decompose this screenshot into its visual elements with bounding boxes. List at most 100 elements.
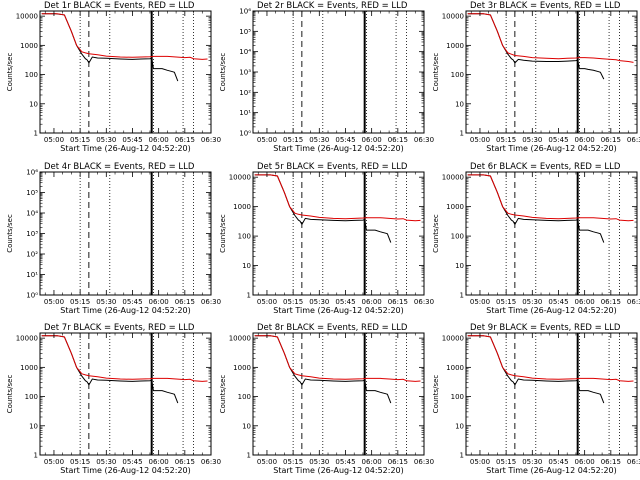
x-tick-label: 06:15 [175, 136, 195, 144]
x-tick-label: 06:00 [362, 458, 382, 466]
x-tick-label: 06:00 [149, 458, 169, 466]
x-tick-label: 05:00 [470, 136, 490, 144]
x-tick-label: 05:15 [496, 458, 516, 466]
y-tick-label: 10 [242, 422, 251, 430]
x-tick-label: 06:00 [575, 458, 595, 466]
y-tick-label: 10000 [442, 13, 464, 21]
red-series-line [467, 174, 634, 222]
panel-title: Det 8r BLACK = Events, RED = LLD [257, 323, 408, 333]
red-series-line [41, 13, 208, 60]
y-tick-label: 10² [239, 89, 251, 97]
plot-area [292, 11, 407, 133]
x-tick-label: 06:15 [388, 136, 408, 144]
x-tick-label: 05:00 [44, 458, 64, 466]
x-tick-label: 05:30 [309, 136, 329, 144]
x-tick-label: 06:30 [414, 298, 434, 306]
x-tick-label: 06:30 [627, 136, 640, 144]
x-tick-label: 05:00 [257, 458, 277, 466]
x-tick-label: 05:30 [522, 136, 542, 144]
x-tick-label: 06:15 [601, 458, 621, 466]
x-tick-label: 05:45 [122, 458, 142, 466]
x-axis-label: Start Time (26-Aug-12 04:52:20) [273, 466, 404, 475]
y-axis-label: Counts/sec [432, 53, 440, 92]
x-tick-label: 05:30 [522, 458, 542, 466]
panel-7: Det 7r BLACK = Events, RED = LLD 1 10 100 10… [6, 323, 221, 475]
x-tick-label: 05:15 [70, 298, 90, 306]
x-tick-label: 05:00 [44, 136, 64, 144]
y-tick-label: 10⁵ [26, 189, 38, 197]
x-tick-label: 05:30 [309, 298, 329, 306]
y-axis-label: Counts/sec [6, 214, 14, 253]
panel-1: Det 1r BLACK = Events, RED = LLD 1 10 100 10… [6, 1, 221, 153]
x-tick-label: 05:00 [470, 298, 490, 306]
y-tick-label: 1 [460, 452, 464, 460]
x-tick-label: 05:00 [44, 298, 64, 306]
y-tick-label: 10⁶ [239, 8, 251, 16]
y-tick-label: 1 [247, 292, 251, 300]
x-tick-label: 06:15 [388, 298, 408, 306]
x-tick-label: 05:45 [548, 298, 568, 306]
x-tick-label: 06:15 [175, 298, 195, 306]
x-axis-label: Start Time (26-Aug-12 04:52:20) [60, 466, 191, 475]
y-axis-label: Counts/sec [432, 375, 440, 414]
x-axis-label: Start Time (26-Aug-12 04:52:20) [273, 144, 404, 153]
panel-title: Det 7r BLACK = Events, RED = LLD [44, 323, 195, 333]
plot-frame [252, 332, 425, 456]
plot-frame [465, 332, 638, 456]
y-tick-label: 10³ [26, 230, 38, 238]
y-tick-label: 100 [238, 233, 251, 241]
x-axis-label: Start Time (26-Aug-12 04:52:20) [273, 306, 404, 315]
panel-title: Det 2r BLACK = Events, RED = LLD [257, 1, 408, 11]
y-tick-label: 10⁵ [239, 28, 251, 36]
y-tick-label: 10³ [239, 69, 251, 77]
y-tick-label: 1 [247, 452, 251, 460]
y-tick-label: 1 [34, 130, 38, 138]
plot-frame [39, 171, 212, 296]
plot-area [41, 11, 208, 133]
y-tick-label: 1000 [446, 203, 464, 211]
x-tick-label: 06:30 [201, 136, 221, 144]
y-tick-label: 10 [455, 422, 464, 430]
y-tick-label: 10 [29, 100, 38, 108]
y-tick-label: 10000 [16, 335, 38, 343]
y-tick-label: 100 [451, 233, 464, 241]
y-tick-label: 10000 [442, 174, 464, 182]
y-tick-label: 10000 [229, 174, 251, 182]
panel-title: Det 1r BLACK = Events, RED = LLD [44, 1, 195, 11]
x-tick-label: 05:00 [257, 298, 277, 306]
plot-area [41, 333, 208, 455]
panel-title: Det 6r BLACK = Events, RED = LLD [470, 162, 621, 172]
x-tick-label: 06:00 [362, 298, 382, 306]
plot-frame [39, 10, 212, 134]
x-tick-label: 06:00 [149, 298, 169, 306]
x-tick-label: 05:45 [335, 458, 355, 466]
plot-area [467, 333, 634, 455]
y-axis-label: Counts/sec [219, 375, 227, 414]
y-tick-label: 100 [25, 393, 38, 401]
y-tick-label: 10 [29, 422, 38, 430]
panel-3: Det 3r BLACK = Events, RED = LLD 1 10 100 10… [432, 1, 640, 153]
red-series-line [467, 335, 634, 382]
x-tick-label: 05:15 [283, 458, 303, 466]
x-tick-label: 06:15 [601, 298, 621, 306]
y-tick-label: 10000 [16, 13, 38, 21]
plot-area [79, 172, 194, 295]
x-axis-label: Start Time (26-Aug-12 04:52:20) [60, 306, 191, 315]
y-tick-label: 1000 [233, 203, 251, 211]
x-tick-label: 06:30 [201, 458, 221, 466]
panel-8: Det 8r BLACK = Events, RED = LLD 1 10 100 10… [219, 323, 434, 475]
y-axis-label: Counts/sec [219, 214, 227, 253]
y-axis-label: Counts/sec [6, 53, 14, 92]
x-tick-label: 05:15 [70, 458, 90, 466]
panel-6: Det 6r BLACK = Events, RED = LLD 1 10 100 10… [432, 162, 640, 315]
panel-2: Det 2r BLACK = Events, RED = LLD 10⁰ 10¹ 10… [219, 1, 434, 153]
x-tick-label: 05:45 [335, 298, 355, 306]
x-tick-label: 05:30 [96, 136, 116, 144]
x-tick-label: 06:30 [414, 458, 434, 466]
y-tick-label: 10⁰ [26, 292, 38, 300]
y-tick-label: 10² [26, 251, 38, 259]
x-tick-label: 05:30 [96, 298, 116, 306]
panel-5: Det 5r BLACK = Events, RED = LLD 1 10 100 10… [219, 162, 434, 315]
y-tick-label: 10 [242, 262, 251, 270]
